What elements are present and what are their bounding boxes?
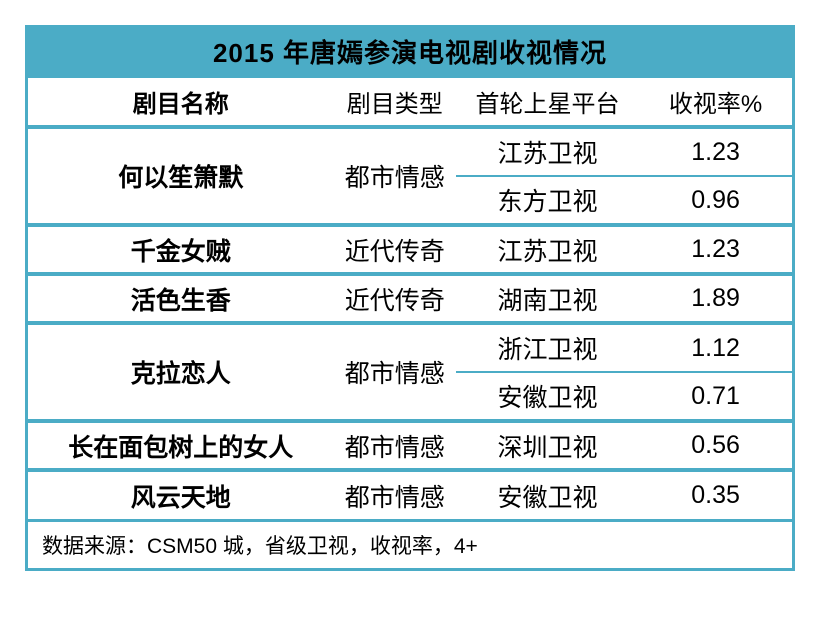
header-platform: 首轮上星平台: [475, 91, 620, 118]
drama-name-cell: 活色生香: [28, 272, 334, 323]
platform-cell: 东方卫视: [455, 175, 640, 225]
platform-cell: 安徽卫视: [455, 468, 640, 519]
table-row: 何以笙箫默 都市情感 江苏卫视 1.23: [28, 125, 792, 225]
platform-cell: 安徽卫视: [455, 371, 640, 421]
rating-cell: 1.23: [639, 223, 792, 274]
rating-cell: 0.96: [639, 175, 792, 225]
platform-cell: 湖南卫视: [455, 272, 640, 323]
table-subrow: 安徽卫视 0.71: [28, 371, 792, 421]
data-source-note: 数据来源：CSM50 城，省级卫视，收视率，4+: [28, 519, 792, 568]
ratings-table-panel: 2015 年唐嫣参演电视剧收视情况 剧目名称 剧目类型 首轮上星平台 收视率% …: [25, 25, 795, 571]
header-drama-name: 剧目名称: [132, 91, 229, 118]
table-title: 2015 年唐嫣参演电视剧收视情况: [28, 28, 792, 78]
rating-cell: 1.12: [639, 321, 792, 372]
rating-cell: 1.89: [639, 272, 792, 323]
ratings-table: 剧目名称 剧目类型 首轮上星平台 收视率% 何以笙箫默 都市情感 江苏卫视 1.…: [28, 78, 792, 519]
header-drama-type: 剧目类型: [346, 91, 443, 118]
header-rating: 收视率%: [668, 91, 763, 118]
rating-cell: 0.56: [639, 419, 792, 470]
table-row: 千金女贼 近代传奇 江苏卫视 1.23: [28, 223, 792, 274]
table-row: 活色生香 近代传奇 湖南卫视 1.89: [28, 272, 792, 323]
drama-type-cell: 都市情感: [333, 125, 456, 225]
drama-type-cell: 近代传奇: [333, 272, 456, 323]
drama-name-cell: 风云天地: [28, 468, 334, 519]
drama-name-cell: 何以笙箫默: [28, 125, 334, 225]
platform-cell: 深圳卫视: [455, 419, 640, 470]
header-row: 剧目名称 剧目类型 首轮上星平台 收视率%: [28, 78, 792, 127]
drama-type-cell: 都市情感: [333, 468, 456, 519]
table-row: 长在面包树上的女人 都市情感 深圳卫视 0.56: [28, 419, 792, 470]
rating-cell: 0.71: [639, 371, 792, 421]
rating-cell: 0.35: [639, 468, 792, 519]
platform-cell: 江苏卫视: [455, 125, 640, 176]
drama-type-cell: 都市情感: [333, 419, 456, 470]
drama-name-cell: 长在面包树上的女人: [28, 419, 334, 470]
table-row: 克拉恋人 都市情感 浙江卫视 1.12: [28, 321, 792, 421]
rating-cell: 1.23: [639, 125, 792, 176]
drama-type-cell: 都市情感: [333, 321, 456, 421]
drama-name-cell: 克拉恋人: [28, 321, 334, 421]
table-subrow: 东方卫视 0.96: [28, 175, 792, 225]
drama-type-cell: 近代传奇: [333, 223, 456, 274]
platform-cell: 浙江卫视: [455, 321, 640, 372]
table-row: 风云天地 都市情感 安徽卫视 0.35: [28, 468, 792, 519]
platform-cell: 江苏卫视: [455, 223, 640, 274]
drama-name-cell: 千金女贼: [28, 223, 334, 274]
